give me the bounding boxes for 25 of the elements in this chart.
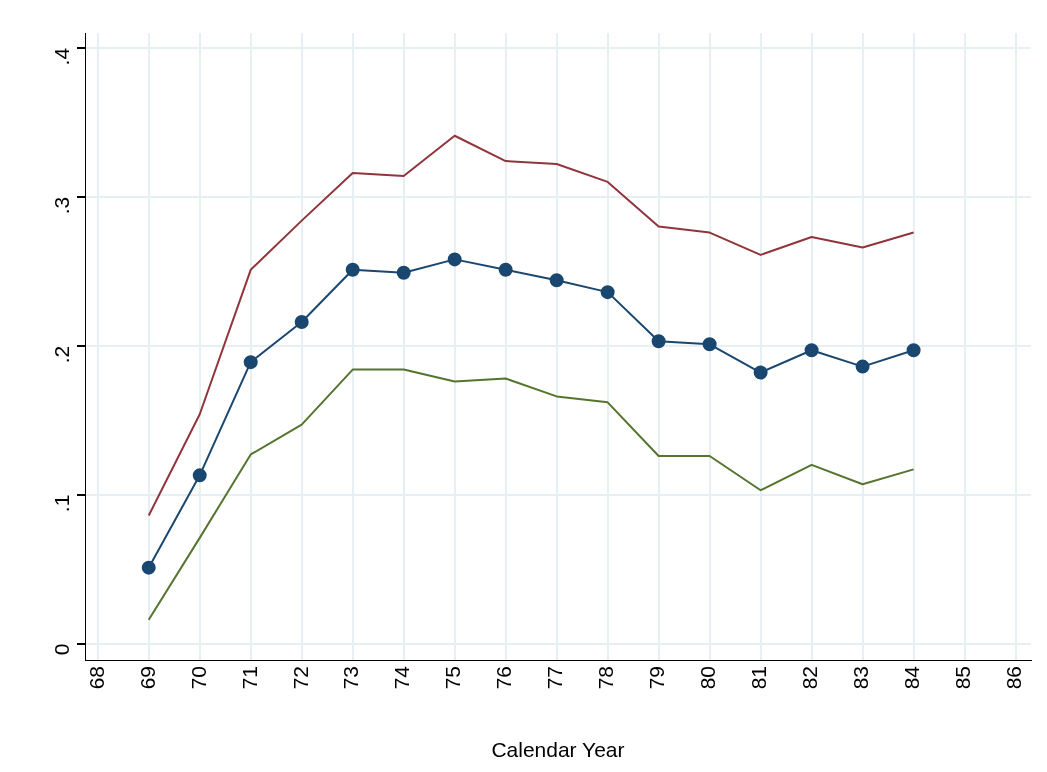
x-tick-label: 85 [951,666,975,690]
x-tick-label: 77 [543,666,567,690]
x-tick-label: 81 [747,666,771,690]
x-tick-label: 74 [390,665,414,690]
x-tick-label: 70 [186,666,210,690]
y-tick-label: .3 [49,196,73,215]
x-axis-title: Calendar Year [491,738,625,762]
y-tick-label: .4 [49,47,73,66]
x-tick-label: 83 [849,666,873,690]
x-tick-label: 82 [798,666,822,690]
x-tick-label: 76 [492,666,516,690]
x-tick-label: 79 [645,666,669,690]
y-tick-label: 0 [49,643,73,656]
x-tick-label: 78 [594,666,618,690]
x-tick-label: 71 [237,666,261,690]
x-tick-label: 69 [135,666,159,690]
x-tick-label: 68 [84,666,108,690]
y-tick-label: .2 [49,345,73,364]
x-tick-label: 84 [900,665,924,690]
x-tick-label: 86 [1002,666,1026,690]
x-tick-label: 73 [339,666,363,690]
x-tick-label: 80 [696,666,720,690]
x-tick-label: 72 [288,666,312,690]
y-tick-label: .1 [49,494,73,513]
x-tick-label: 75 [441,666,465,690]
